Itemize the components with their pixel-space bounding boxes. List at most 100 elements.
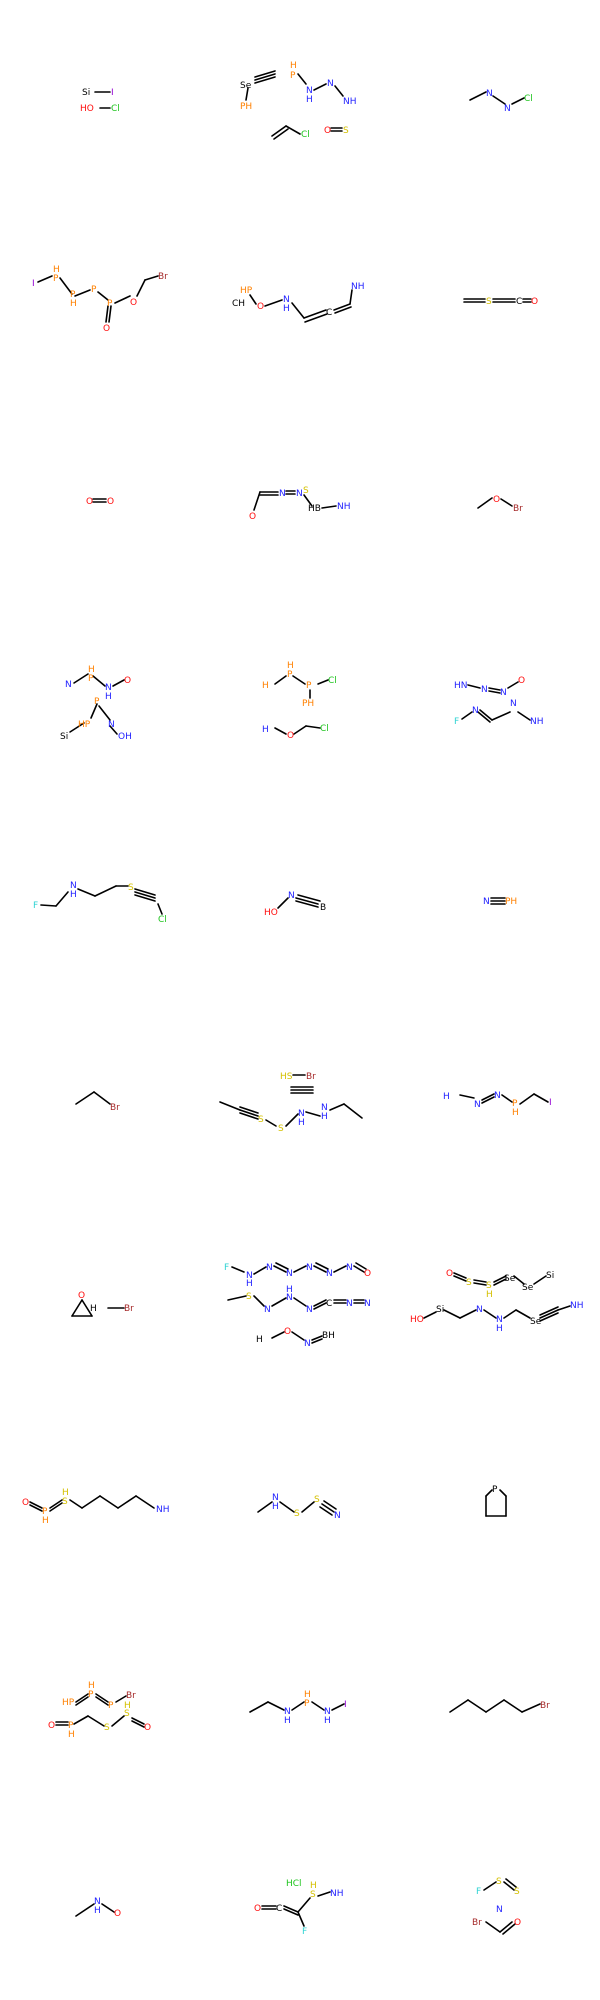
atom-label: PH [302, 699, 314, 709]
molecule-r2c2: HP CH O N H C NH [232, 282, 365, 323]
atom-label: S [128, 883, 134, 893]
atom-label: H [304, 1690, 311, 1700]
atom-label: H [443, 1092, 450, 1102]
atom-label: N [65, 680, 72, 690]
atom-label: Br [540, 1701, 550, 1711]
molecule-r3c1: O O [86, 497, 114, 507]
atom-label: S [343, 126, 349, 136]
atom-label: HP [62, 1698, 75, 1708]
molecule-r9c3: Br [449, 1699, 550, 1713]
atom-label: P [306, 681, 312, 691]
atom-label: Se [240, 81, 252, 91]
atom-label: H [42, 1516, 49, 1526]
atom-label: N [476, 1305, 483, 1315]
atom-label: Cl [328, 676, 337, 686]
atom-label: HO [410, 1315, 424, 1325]
atom-label: Cl [524, 94, 533, 104]
atom-label: P [304, 1699, 310, 1709]
atom-label: NH [570, 1301, 584, 1311]
atom-label: H [88, 665, 95, 675]
atom-label: O [144, 1723, 151, 1733]
atom-label: HO [264, 908, 278, 918]
atom-label: H [283, 304, 290, 314]
atom-label: N [283, 295, 290, 305]
atom-label: N [298, 1109, 305, 1119]
molecule-r6c1: Br [75, 1091, 120, 1113]
atom-label: O [78, 1291, 85, 1301]
molecule-r4c3: HN N N O F N N NH [454, 676, 544, 727]
atom-label: P [88, 1690, 94, 1700]
molecule-r4c1: H P N N H O P HP N Si OH [60, 665, 132, 742]
atom-label: H [70, 299, 77, 309]
atom-label: H [246, 1279, 253, 1289]
atom-label: N [500, 688, 507, 698]
atom-label: O [130, 298, 137, 308]
atom-label: Br [158, 272, 168, 282]
atom-label: P [88, 674, 94, 684]
atom-label: O [493, 495, 500, 505]
atom-label: N [324, 1707, 331, 1717]
atom-label: N [94, 1897, 101, 1907]
atom-label: P [42, 1507, 48, 1517]
atom-label: Br [110, 1103, 120, 1113]
atom-label: H [286, 1285, 293, 1295]
atom-label: O [514, 1918, 521, 1928]
atom-label: H [486, 1290, 493, 1300]
atom-label: H [306, 95, 313, 105]
atom-label: N [334, 1511, 341, 1521]
atom-label: Cl [301, 130, 310, 140]
atom-label: N [296, 489, 303, 499]
atom-label: O [284, 1327, 291, 1337]
atom-label: S [514, 1887, 520, 1897]
atom-label: Si [546, 1271, 554, 1281]
atom-label: Si [436, 1305, 444, 1315]
molecule-r5c3: N PH [483, 897, 517, 907]
atom-label: N [246, 1271, 253, 1281]
atom-label: NH [156, 1505, 170, 1515]
atom-label: Cl [111, 104, 120, 114]
atom-label: O [324, 126, 331, 136]
atom-label: Cl [320, 724, 329, 734]
atom-label: P [107, 299, 113, 309]
atom-label: P [290, 71, 296, 81]
atom-label: N [496, 1315, 503, 1325]
atom-label: Br [306, 1072, 316, 1082]
atom-label: H [512, 1108, 519, 1118]
atom-label: HCl [286, 1879, 302, 1889]
molecule-r10c3: F S S N Br O [472, 1877, 521, 1935]
atom-label: H [324, 1716, 331, 1726]
molecule-r3c2: O N N S HB NH [249, 486, 351, 522]
molecule-r3c3: O Br [477, 495, 523, 514]
molecule-r9c1: HP H P P Br O P H S S H O [48, 1681, 151, 1740]
atom-label: O [254, 1904, 261, 1914]
atom-label: H [53, 265, 60, 275]
atom-label: HP [78, 720, 91, 730]
atom-label: N [306, 1263, 313, 1273]
atom-label: N [279, 489, 286, 499]
atom-label: N [346, 1263, 353, 1273]
atom-label: H [284, 1716, 291, 1726]
atom-label: N [486, 89, 493, 99]
atom-label: S [246, 1292, 252, 1302]
atom-label: O [287, 731, 294, 741]
atom-label: S [294, 1509, 300, 1519]
atom-label: S [466, 1278, 472, 1288]
atom-label: P [68, 1721, 74, 1731]
atom-label: O [531, 297, 538, 307]
atom-label: S [486, 1281, 492, 1291]
atom-label: O [364, 1269, 371, 1279]
atom-label: Br [124, 1304, 134, 1314]
atom-label: HO [80, 104, 94, 114]
atom-label: H [298, 1118, 305, 1128]
atom-label: H [62, 1488, 69, 1498]
molecule-r10c1: N H O [75, 1897, 121, 1919]
atom-label: CH [232, 299, 245, 309]
atom-label: O [86, 497, 93, 507]
atom-label: H [70, 890, 77, 900]
atom-label: H [262, 725, 269, 735]
atom-label: S [278, 1124, 284, 1134]
atom-label: N [364, 1299, 371, 1309]
atom-label: N [327, 79, 334, 89]
atom-label: S [310, 1890, 316, 1900]
molecule-r1c1: Si I HO Cl [80, 88, 120, 114]
